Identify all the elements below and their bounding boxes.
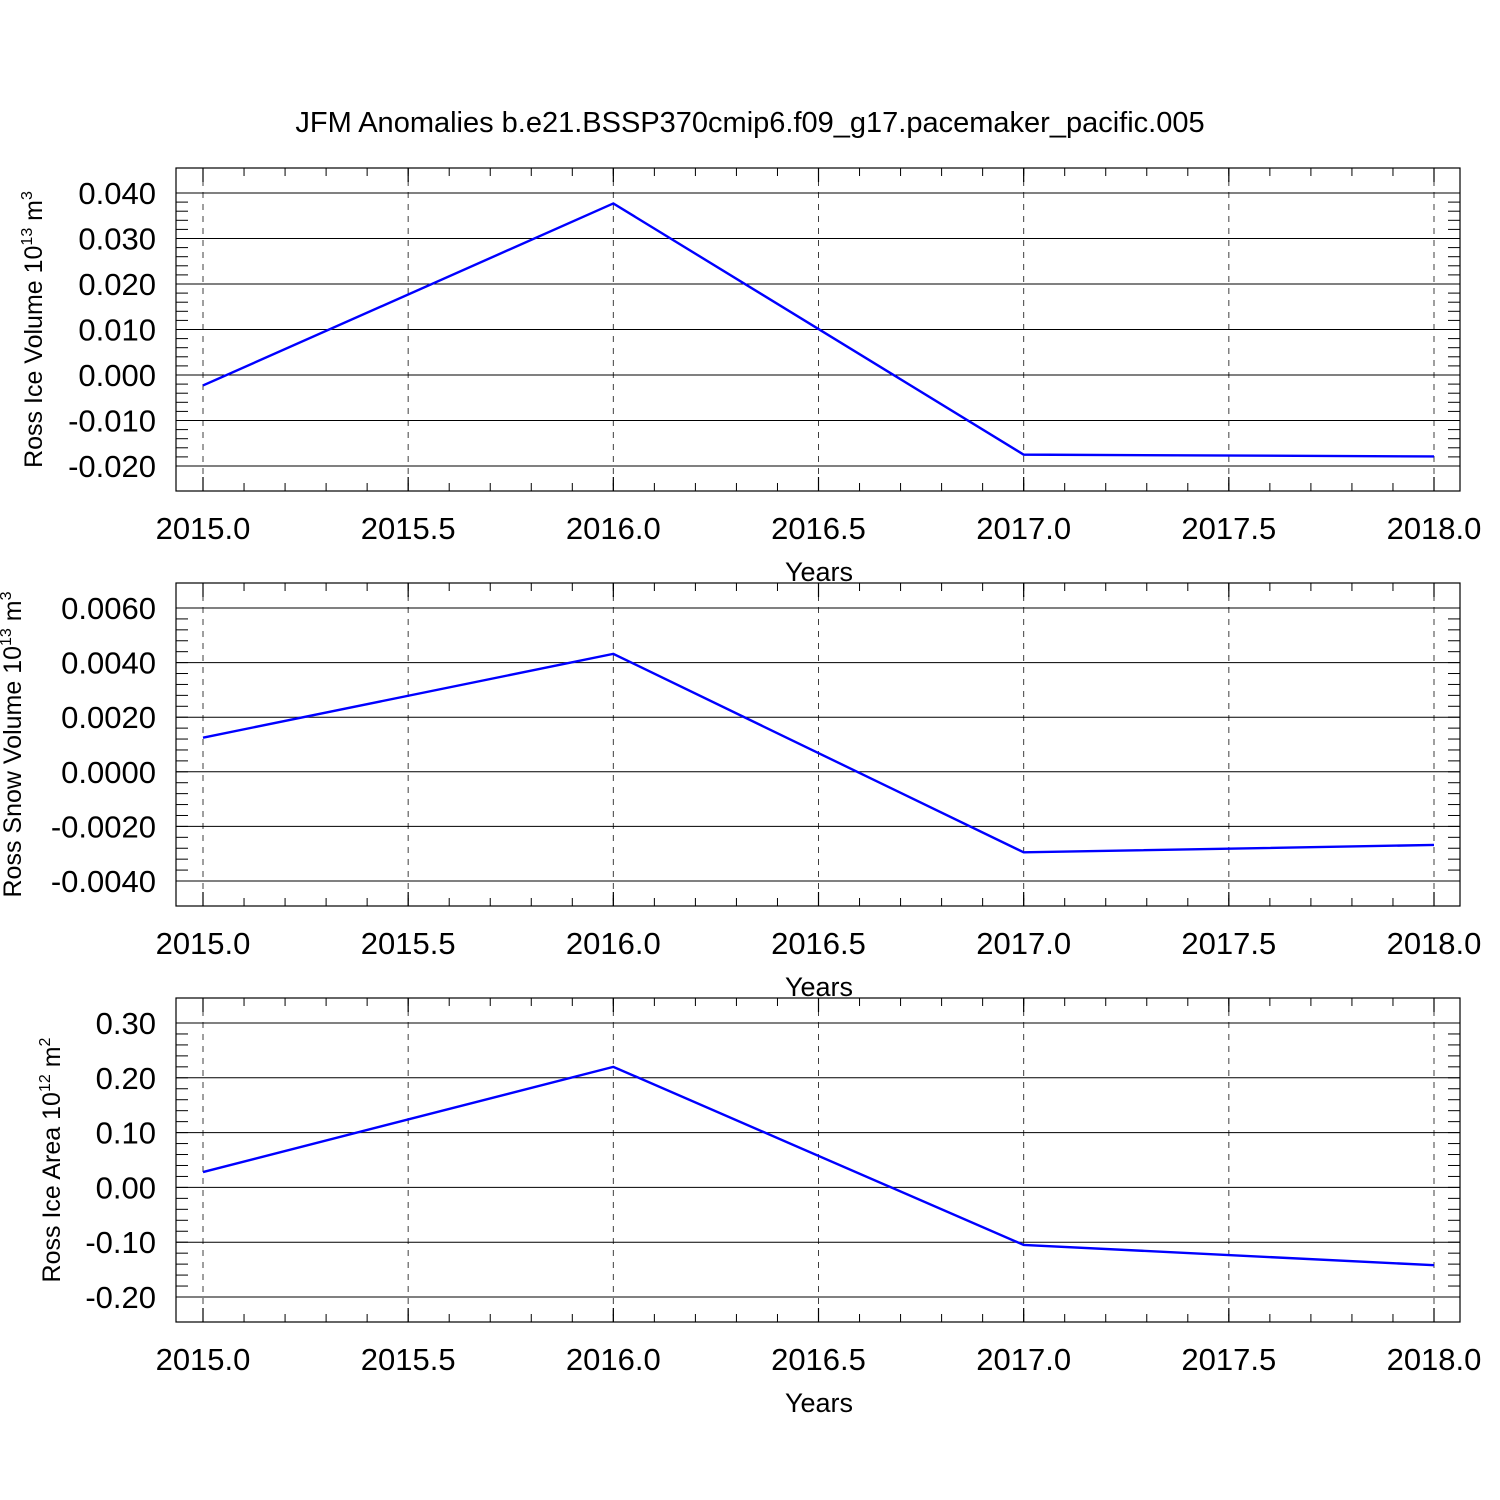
y-tick-label: -0.20 <box>85 1280 156 1315</box>
x-tick-label: 2015.0 <box>156 1342 251 1377</box>
x-tick-label: 2018.0 <box>1387 511 1482 546</box>
y-axis-label: Ross Ice Volume 1013 m3 <box>19 191 48 468</box>
panels: 2015.0 2015.5 2016.0 2016.5 2017.0 2017.5 2018… <box>0 167 1482 1418</box>
figure-title: JFM Anomalies b.e21.BSSP370cmip6.f09_g17… <box>295 107 1204 139</box>
x-tick-label: 2015.5 <box>361 1342 456 1377</box>
x-tick-label: 2016.5 <box>771 1342 866 1377</box>
x-tick-label: 2016.0 <box>566 926 661 961</box>
y-tick-label: 0.000 <box>78 358 156 393</box>
y-tick-label: 0.010 <box>78 313 156 348</box>
y-tick-label: 0.0040 <box>61 646 156 681</box>
y-tick-label: -0.0020 <box>51 809 156 844</box>
x-tick-label: 2017.0 <box>976 511 1071 546</box>
y-tick-label: -0.0040 <box>51 864 156 899</box>
x-tick-label: 2015.0 <box>156 511 251 546</box>
y-axis-label-part: Ross Snow Volume 10 <box>0 646 27 898</box>
panel-ice-volume: 2015.0 2015.5 2016.0 2016.5 2017.0 2017.5 2018… <box>19 167 1482 587</box>
y-tick-label: -0.020 <box>68 449 156 484</box>
y-axis-label: Ross Ice Area 1012 m2 <box>37 1037 66 1282</box>
series-line <box>202 1065 1435 1267</box>
y-axis-label-part: m <box>38 1046 66 1074</box>
x-tick-label: 2018.0 <box>1387 1342 1482 1377</box>
y-axis-label-superscript: 2 <box>37 1037 54 1046</box>
series-line <box>202 652 1435 854</box>
x-tick-label: 2016.0 <box>566 511 661 546</box>
series-line <box>202 202 1435 458</box>
panel-snow-volume: 2015.0 2015.5 2016.0 2016.5 2017.0 2017.5 2018… <box>0 582 1482 1002</box>
y-tick-label: 0.10 <box>96 1116 156 1151</box>
y-axis-label-superscript: 13 <box>19 228 36 246</box>
y-axis-label-part: Ross Ice Volume 10 <box>20 246 48 468</box>
y-tick-label: 0.30 <box>96 1006 156 1041</box>
y-tick-label: 0.040 <box>78 176 156 211</box>
y-tick-label: 0.0060 <box>61 591 156 626</box>
y-tick-label: -0.10 <box>85 1225 156 1260</box>
x-axis-label: Years <box>785 557 853 587</box>
y-axis-label-superscript: 13 <box>0 628 15 646</box>
y-axis-label-superscript: 3 <box>0 591 15 600</box>
x-tick-label: 2017.5 <box>1181 511 1276 546</box>
x-tick-label: 2015.5 <box>361 926 456 961</box>
x-tick-label: 2015.0 <box>156 926 251 961</box>
panel-ice-area: 2015.0 2015.5 2016.0 2016.5 2017.0 2017.5 2018… <box>37 997 1482 1418</box>
y-axis-label-part: m <box>20 200 48 228</box>
y-tick-label: 0.00 <box>96 1170 156 1205</box>
y-axis-label-part: Ross Ice Area 10 <box>38 1092 66 1282</box>
x-tick-label: 2017.5 <box>1181 1342 1276 1377</box>
x-tick-label: 2015.5 <box>361 511 456 546</box>
y-tick-label: -0.010 <box>68 404 156 439</box>
y-tick-label: 0.20 <box>96 1061 156 1096</box>
x-tick-label: 2017.0 <box>976 926 1071 961</box>
x-tick-label: 2016.0 <box>566 1342 661 1377</box>
x-tick-label: 2017.0 <box>976 1342 1071 1377</box>
x-axis-label: Years <box>785 972 853 1002</box>
y-tick-label: 0.0020 <box>61 700 156 735</box>
x-tick-label: 2018.0 <box>1387 926 1482 961</box>
x-tick-label: 2016.5 <box>771 511 866 546</box>
y-axis-label-superscript: 3 <box>19 191 36 200</box>
x-tick-label: 2016.5 <box>771 926 866 961</box>
y-axis-label: Ross Snow Volume 1013 m3 <box>0 591 27 897</box>
x-tick-label: 2017.5 <box>1181 926 1276 961</box>
x-axis-label: Years <box>785 1388 853 1418</box>
y-tick-label: 0.020 <box>78 267 156 302</box>
y-tick-label: 0.0000 <box>61 755 156 790</box>
y-tick-label: 0.030 <box>78 222 156 257</box>
y-axis-label-superscript: 12 <box>37 1074 54 1092</box>
y-axis-label-part: m <box>0 600 27 628</box>
